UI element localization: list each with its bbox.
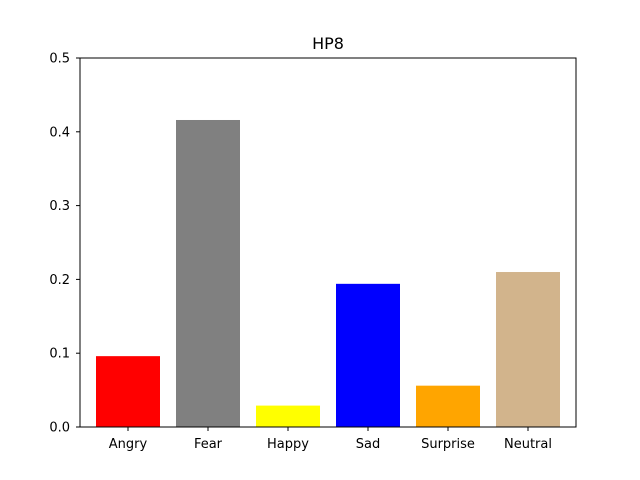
chart-title: HP8: [312, 34, 344, 53]
bar-neutral: [496, 272, 560, 427]
bar-sad: [336, 283, 400, 427]
y-tick-label: 0.0: [49, 421, 70, 436]
bar-fear: [176, 119, 240, 427]
x-tick-label: Happy: [267, 437, 309, 452]
x-tick-label: Surprise: [421, 437, 475, 452]
x-axis: Angry Fear Happy Sad Surprise Neutral: [109, 427, 552, 452]
y-tick-label: 0.5: [49, 52, 70, 67]
y-tick-label: 0.3: [49, 199, 70, 214]
bar-surprise: [416, 385, 480, 427]
y-tick-label: 0.2: [49, 273, 70, 288]
x-tick-label: Sad: [356, 437, 380, 452]
plot-frame: [79, 57, 577, 428]
bar-angry: [96, 356, 160, 427]
y-tick-label: 0.1: [49, 347, 70, 362]
x-tick-label: Neutral: [504, 437, 552, 452]
bar-happy: [256, 405, 320, 427]
x-tick-label: Angry: [109, 437, 148, 452]
x-tick-label: Fear: [194, 437, 223, 452]
y-axis: 0.0 0.1 0.2 0.3 0.4 0.5: [49, 52, 80, 436]
y-tick-label: 0.4: [49, 125, 70, 140]
bars-group: [96, 119, 560, 427]
